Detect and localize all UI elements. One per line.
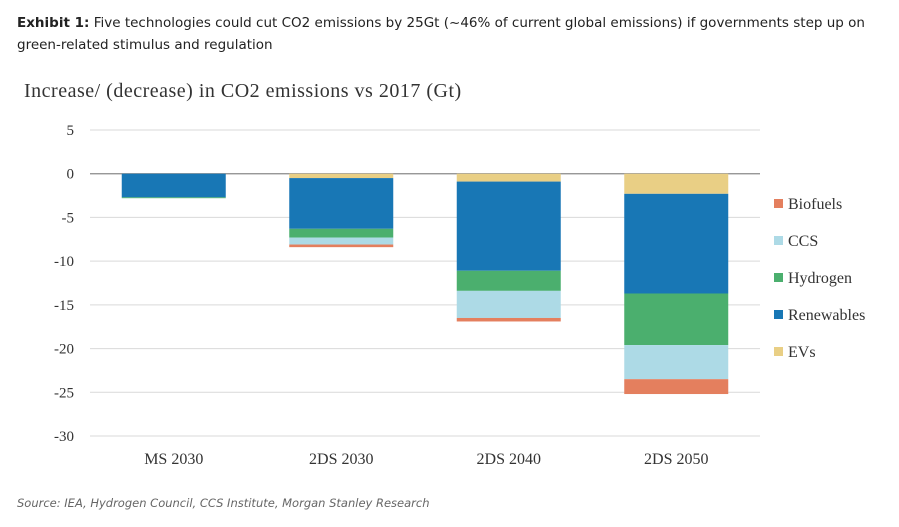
bar-segment-evs — [289, 173, 394, 179]
bar-segment-evs — [456, 173, 561, 182]
bar-segment-ccs — [289, 237, 394, 245]
bar-segment-biofuels — [289, 244, 394, 248]
bar-segment-renewables — [121, 173, 226, 198]
x-tick-label: 2DS 2030 — [309, 451, 373, 468]
y-tick-label: -30 — [54, 429, 74, 445]
bar-segment-hydrogen — [289, 228, 394, 238]
bar-segment-ccs — [456, 290, 561, 318]
bar-segment-evs — [624, 173, 729, 194]
legend-label-evs: EVs — [788, 344, 816, 361]
legend-label-renewables: Renewables — [788, 307, 865, 324]
y-tick-label: -5 — [62, 210, 75, 226]
exhibit-label: Exhibit 1: — [17, 15, 90, 31]
bar-segment-biofuels — [456, 317, 561, 322]
legend-swatch-evs — [774, 347, 783, 356]
legend-swatch-hydrogen — [774, 273, 783, 282]
x-tick-label: 2DS 2050 — [644, 451, 708, 468]
y-tick-label: -25 — [54, 385, 74, 401]
bar-segment-renewables — [289, 178, 394, 229]
legend-swatch-ccs — [774, 236, 783, 245]
legend-label-ccs: CCS — [788, 233, 818, 250]
exhibit-description: Five technologies could cut CO2 emission… — [17, 15, 865, 53]
bar-segment-ccs — [624, 345, 729, 380]
bar-segment-hydrogen — [624, 293, 729, 346]
legend-swatch-renewables — [774, 310, 783, 319]
y-tick-label: -15 — [54, 298, 74, 314]
y-tick-label: -10 — [54, 254, 74, 270]
bar-segment-hydrogen — [456, 270, 561, 291]
bar-segment-hydrogen — [121, 197, 226, 199]
legend-swatch-biofuels — [774, 199, 783, 208]
exhibit-header: Exhibit 1: Five technologies could cut C… — [17, 12, 883, 56]
y-tick-label: 0 — [67, 167, 75, 183]
bar-segment-renewables — [624, 193, 729, 294]
legend-label-hydrogen: Hydrogen — [788, 270, 852, 287]
legend-label-biofuels: Biofuels — [788, 196, 842, 213]
source-note: Source: IEA, Hydrogen Council, CCS Insti… — [17, 496, 430, 510]
y-tick-label: 5 — [67, 123, 75, 139]
bar-segment-renewables — [456, 181, 561, 271]
x-tick-label: MS 2030 — [144, 451, 203, 468]
y-tick-label: -20 — [54, 342, 74, 358]
chart-title: Increase/ (decrease) in CO2 emissions vs… — [24, 80, 462, 102]
x-tick-label: 2DS 2040 — [477, 451, 541, 468]
bar-segment-biofuels — [624, 379, 729, 395]
